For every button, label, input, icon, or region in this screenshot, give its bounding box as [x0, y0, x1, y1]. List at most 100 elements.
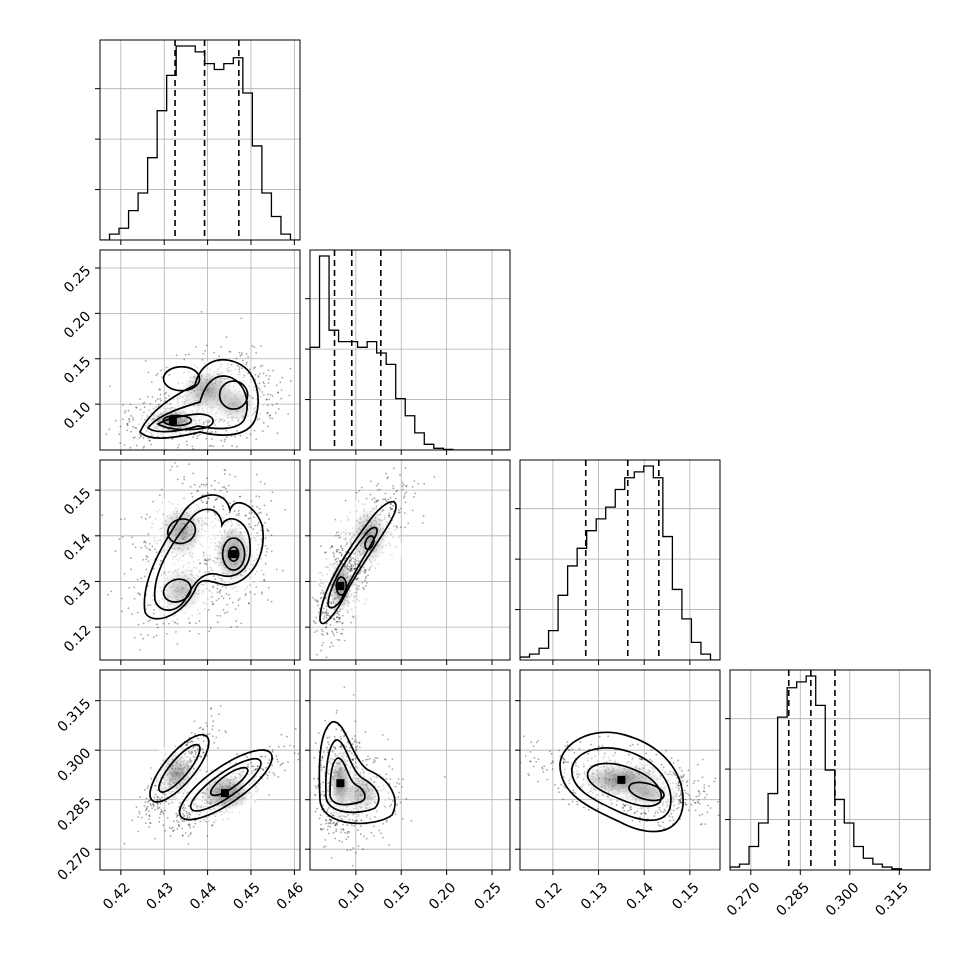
scatter-point: [176, 465, 179, 468]
scatter-point: [330, 819, 333, 822]
scatter-point: [338, 536, 341, 539]
scatter-point: [339, 736, 342, 738]
density-shade: [160, 568, 203, 613]
scatter-point: [335, 628, 337, 631]
scatter-point: [277, 776, 280, 778]
scatter-point: [105, 433, 108, 435]
scatter-point: [247, 602, 250, 605]
scatter-point: [251, 345, 254, 347]
scatter-point: [185, 810, 188, 813]
scatter-point: [249, 517, 252, 520]
scatter-point: [314, 794, 317, 796]
scatter-point: [341, 549, 344, 552]
scatter-point: [398, 791, 400, 794]
scatter-point: [341, 622, 344, 625]
scatter-point: [158, 820, 161, 823]
scatter-point: [364, 579, 366, 582]
scatter-point: [210, 708, 212, 710]
scatter-point: [150, 467, 152, 469]
scatter-point: [193, 720, 196, 723]
scatter-point: [175, 812, 178, 815]
scatter-point: [181, 834, 184, 837]
scatter-point: [156, 626, 159, 629]
scatter-point: [358, 741, 361, 744]
scatter-point: [326, 810, 328, 813]
scatter-point: [330, 856, 333, 859]
scatter-point: [348, 818, 351, 821]
scatter-point: [145, 807, 148, 809]
scatter-point: [169, 835, 172, 837]
scatter-point: [337, 616, 340, 619]
scatter-point: [186, 443, 189, 446]
panel-content: [101, 462, 286, 651]
scatter-point: [194, 819, 197, 822]
scatter-point: [328, 819, 331, 821]
scatter-point: [131, 819, 134, 822]
scatter-point: [355, 746, 357, 749]
scatter-point: [368, 569, 371, 571]
scatter-point: [321, 630, 324, 633]
scatter-point: [264, 554, 267, 557]
scatter-point: [271, 750, 274, 753]
scatter-point: [376, 757, 379, 759]
scatter-point: [202, 751, 205, 754]
scatter-point: [222, 445, 224, 447]
histogram-step: [730, 675, 930, 870]
scatter-point: [188, 824, 191, 827]
scatter-point: [121, 403, 124, 406]
scatter-point: [192, 746, 195, 749]
scatter-point: [230, 626, 233, 629]
scatter-point: [155, 551, 158, 554]
scatter-point: [328, 601, 331, 603]
scatter-point: [201, 451, 203, 453]
scatter-point: [607, 735, 610, 738]
panel-p2-vs-p3: [515, 669, 721, 875]
scatter-point: [320, 768, 323, 771]
scatter-point: [123, 411, 126, 414]
scatter-point: [376, 489, 379, 491]
scatter-point: [336, 638, 339, 641]
scatter-point: [177, 814, 180, 817]
density-shade: [212, 387, 255, 421]
scatter-point: [443, 425, 445, 427]
scatter-point: [128, 418, 130, 421]
scatter-point: [315, 653, 318, 656]
scatter-point: [126, 422, 129, 425]
scatter-point: [148, 815, 151, 818]
scatter-point: [701, 776, 704, 779]
scatter-point: [333, 555, 335, 558]
scatter-point: [199, 433, 201, 436]
scatter-point: [148, 826, 151, 828]
scatter-point: [244, 594, 247, 597]
scatter-point: [307, 759, 309, 761]
scatter-point: [214, 513, 217, 516]
scatter-point: [180, 818, 182, 820]
scatter-point: [217, 482, 220, 484]
scatter-point: [162, 622, 165, 625]
scatter-point: [254, 373, 257, 376]
scatter-point: [340, 729, 343, 732]
scatter-point: [402, 778, 404, 781]
scatter-point: [142, 622, 145, 625]
scatter-point: [239, 354, 242, 357]
scatter-point: [129, 446, 132, 449]
scatter-point: [201, 358, 204, 361]
scatter-point: [161, 376, 163, 379]
scatter-point: [238, 366, 241, 368]
scatter-point: [159, 802, 162, 805]
scatter-point: [108, 428, 111, 431]
scatter-point: [259, 365, 262, 368]
scatter-point: [395, 490, 397, 493]
scatter-point: [156, 398, 159, 401]
contour-line: [364, 535, 375, 551]
scatter-point: [640, 813, 643, 815]
scatter-point: [126, 424, 129, 427]
scatter-point: [388, 516, 390, 518]
scatter-point: [374, 760, 376, 763]
scatter-point: [128, 586, 131, 589]
scatter-point: [211, 431, 213, 433]
scatter-point: [153, 609, 155, 611]
scatter-point: [319, 814, 322, 817]
scatter-point: [596, 749, 599, 752]
scatter-point: [262, 769, 265, 771]
